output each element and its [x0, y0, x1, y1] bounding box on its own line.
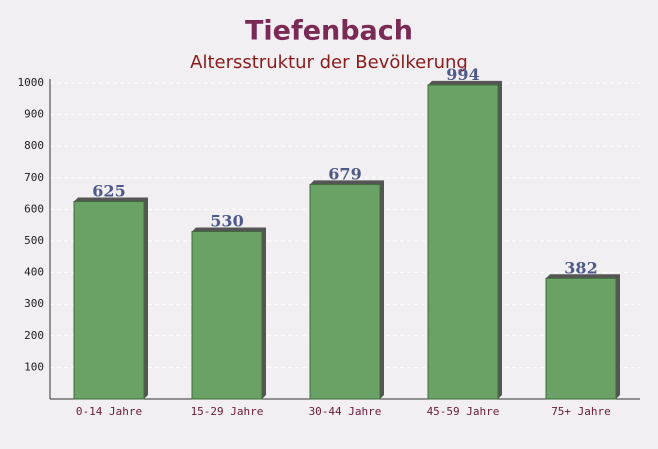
y-tick-label: 700	[24, 171, 44, 184]
chart-subtitle: Altersstruktur der Bevölkerung	[190, 52, 468, 73]
value-label: 994	[446, 65, 479, 84]
x-tick-label: 15-29 Jahre	[191, 405, 264, 418]
x-tick-label: 45-59 Jahre	[427, 405, 500, 418]
y-tick-label: 100	[24, 360, 44, 373]
y-tick-label: 800	[24, 139, 44, 152]
x-tick-label: 75+ Jahre	[551, 405, 611, 418]
y-tick-label: 600	[24, 202, 44, 215]
bar	[73, 201, 145, 400]
chart-title: Tiefenbach	[245, 16, 413, 47]
bar	[191, 231, 263, 400]
value-label: 625	[92, 182, 125, 201]
y-tick-label: 300	[24, 297, 44, 310]
y-tick-label: 500	[24, 234, 44, 247]
bar	[427, 84, 499, 400]
value-label: 679	[328, 164, 361, 183]
x-tick-label: 30-44 Jahre	[309, 405, 382, 418]
y-tick-label: 1000	[18, 76, 45, 89]
y-tick-label: 200	[24, 329, 44, 342]
y-tick-label: 400	[24, 266, 44, 279]
x-tick-label: 0-14 Jahre	[76, 405, 142, 418]
bar	[309, 183, 381, 400]
value-label: 382	[564, 258, 597, 277]
value-label: 530	[210, 212, 243, 231]
bar	[545, 277, 617, 400]
y-tick-label: 900	[24, 108, 44, 121]
